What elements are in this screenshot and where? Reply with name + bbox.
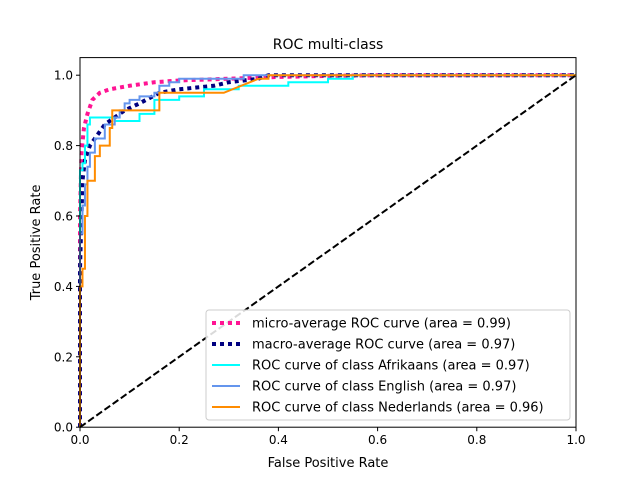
legend-label: ROC curve of class English (area = 0.97) (252, 380, 516, 395)
legend-box (205, 309, 571, 421)
series-line-4 (79, 74, 576, 428)
x-tick-label: 0.2 (170, 433, 189, 447)
x-tick-label: 0.4 (269, 433, 288, 447)
y-tick-label: 0.2 (54, 350, 73, 364)
y-tick-label: 0.4 (54, 280, 73, 294)
chart-title: ROC multi-class (273, 37, 384, 53)
x-tick-label: 0.0 (70, 433, 89, 447)
legend-label: ROC curve of class Nederlands (area = 0.… (252, 401, 544, 416)
y-tick-label: 0.0 (54, 421, 73, 435)
y-tick-label: 0.6 (54, 210, 73, 224)
series-line-2 (79, 74, 576, 428)
x-axis-ticks: 0.0 0.2 0.4 0.6 0.8 1.0 (70, 427, 586, 447)
legend-label: micro-average ROC curve (area = 0.99) (252, 317, 511, 332)
x-tick-label: 1.0 (566, 433, 585, 447)
y-tick-label: 1.0 (54, 69, 73, 83)
y-axis-label: True Positive Rate (29, 184, 44, 301)
x-tick-label: 0.6 (368, 433, 387, 447)
y-axis-ticks: 0.0 0.2 0.4 0.6 0.8 1.0 (54, 69, 80, 435)
x-axis-label: False Positive Rate (268, 456, 389, 471)
series-layer (78, 73, 577, 429)
y-tick-label: 0.8 (54, 139, 73, 153)
legend-label: macro-average ROC curve (area = 0.97) (252, 338, 515, 353)
legend: micro-average ROC curve (area = 0.99) mac… (205, 309, 571, 421)
chance-diagonal-line (79, 74, 577, 429)
plot-frame (79, 57, 577, 428)
legend-label: ROC curve of class Afrikaans (area = 0.9… (252, 359, 530, 374)
x-tick-label: 0.8 (467, 433, 486, 447)
